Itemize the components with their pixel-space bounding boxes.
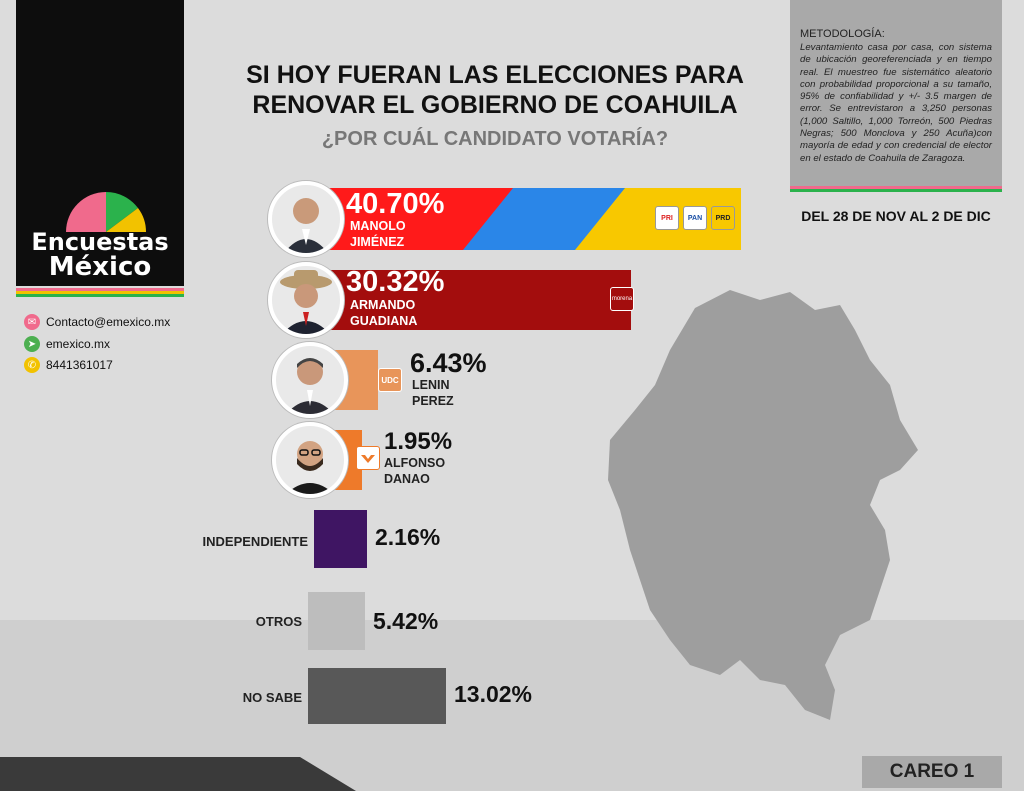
pct-label-jimenez: 40.70% — [346, 188, 445, 220]
row-label-otros: OTROS — [255, 614, 302, 629]
candidate-name-jimenez: MANOLO JIMÉNEZ — [350, 219, 406, 249]
envelope-icon: ✉ — [24, 314, 40, 330]
methodology-box: METODOLOGÍA: Levantamiento casa por casa… — [790, 0, 1002, 188]
bar-independiente — [314, 510, 367, 568]
pct-label-no-sabe: 13.02% — [454, 681, 533, 707]
coahuila-map — [608, 290, 918, 720]
survey-date-range: DEL 28 DE NOV AL 2 DE DIC — [801, 208, 991, 224]
candidate-photo-danao — [272, 422, 348, 498]
cursor-icon: ➤ — [24, 336, 40, 352]
contact-email[interactable]: ✉ Contacto@emexico.mx — [24, 313, 170, 331]
pie-logo-icon — [66, 192, 146, 232]
contact-phone[interactable]: ✆ 8441361017 — [24, 356, 113, 374]
candidate-name-danao: ALFONSO DANAO — [384, 456, 446, 486]
morena-logo-icon: morena — [610, 287, 634, 311]
methodology-text: Levantamiento casa por casa, con sistema… — [800, 42, 992, 164]
chart-title: SI HOY FUERAN LAS ELECCIONES PARA RENOVA… — [246, 61, 744, 119]
pct-label-lenin: 6.43% — [410, 348, 487, 378]
pct-label-danao: 1.95% — [384, 428, 453, 455]
candidate-photo-jimenez — [268, 181, 344, 257]
prd-logo-icon: PRD — [711, 206, 735, 230]
phone-icon: ✆ — [24, 357, 40, 373]
movimiento-ciudadano-logo-icon — [356, 446, 380, 470]
candidate-name-guadiana: ARMANDO GUADIANA — [350, 298, 418, 328]
brand-stripes — [16, 288, 184, 297]
contact-website-text: emexico.mx — [46, 337, 111, 351]
bar-armando-guadiana — [310, 270, 631, 330]
brand-name-line2: México — [48, 252, 152, 282]
contact-phone-text: 8441361017 — [46, 358, 113, 372]
methodology-heading: METODOLOGÍA: — [800, 28, 885, 40]
brand-panel: Encuestas México — [16, 0, 184, 286]
pct-label-guadiana: 30.32% — [346, 266, 445, 298]
pan-logo-icon: PAN — [683, 206, 707, 230]
contact-email-text: Contacto@emexico.mx — [46, 315, 171, 329]
candidate-photo-guadiana — [268, 262, 344, 338]
footer-bar — [0, 757, 356, 791]
candidate-photo-lenin — [272, 342, 348, 418]
bar-otros — [308, 592, 365, 650]
pri-logo-icon: PRI — [655, 206, 679, 230]
bar-manolo-jimenez — [310, 188, 741, 250]
pct-label-otros: 5.42% — [373, 608, 439, 634]
chart-subtitle: ¿POR CUÁL CANDIDATO VOTARÍA? — [321, 128, 669, 150]
contact-website[interactable]: ➤ emexico.mx — [24, 335, 110, 353]
candidate-name-lenin: LENIN PEREZ — [412, 378, 454, 408]
careo-label: CAREO 1 — [862, 756, 1002, 788]
brand-name-line1: Encuestas — [31, 228, 169, 256]
methodology-stripes — [790, 186, 1002, 192]
bar-no-sabe — [308, 668, 446, 724]
pct-label-independiente: 2.16% — [375, 524, 441, 550]
row-label-independiente: INDEPENDIENTE — [202, 534, 308, 549]
row-label-no-sabe: NO SABE — [242, 690, 302, 705]
udc-logo-icon: UDC — [378, 368, 402, 392]
